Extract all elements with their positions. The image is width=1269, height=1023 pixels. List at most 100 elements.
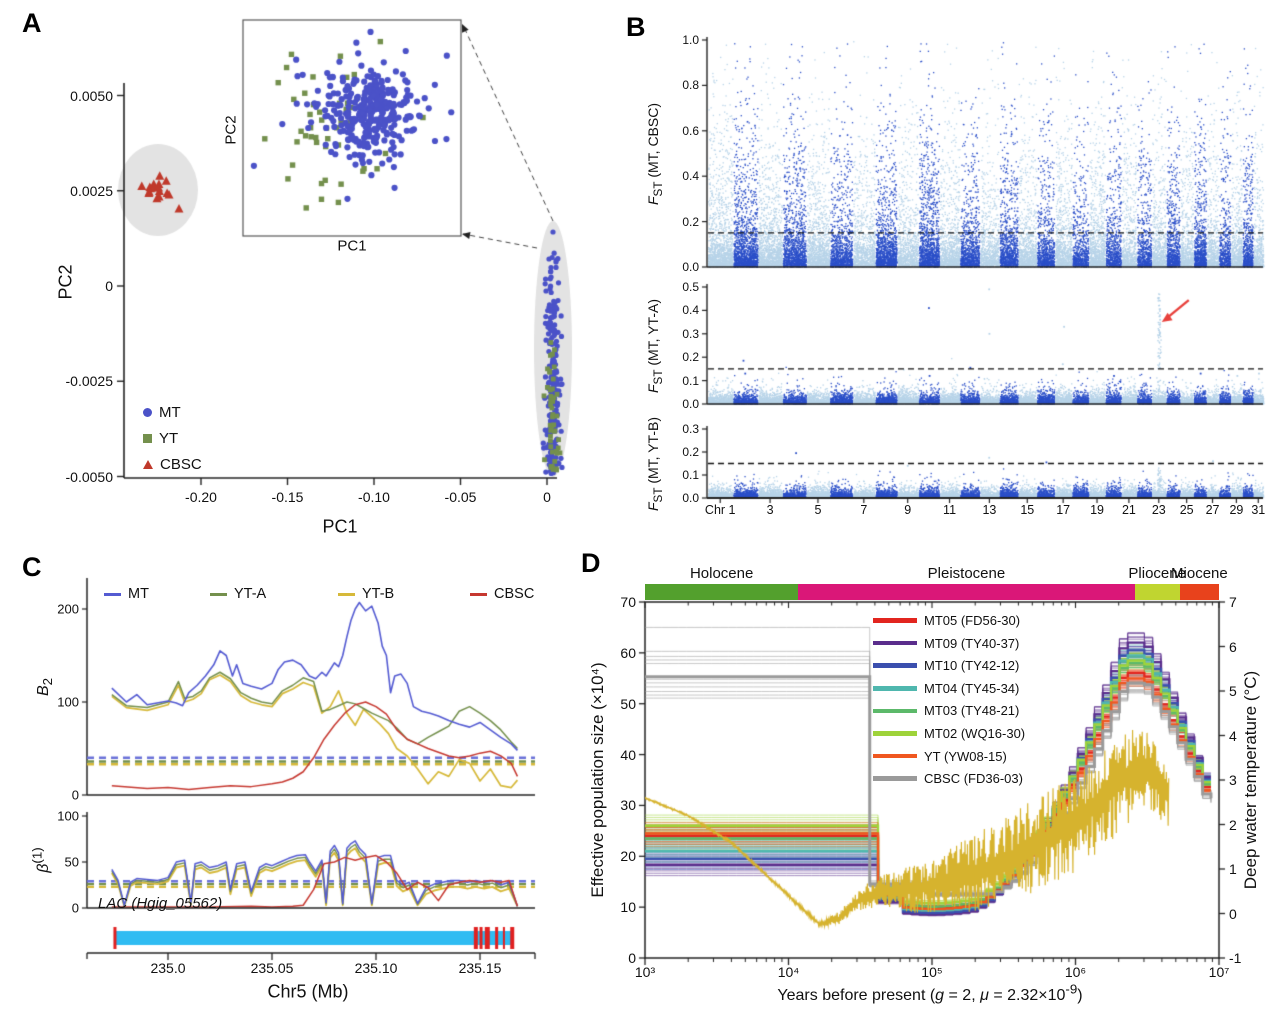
psmc-legend-label: MT02 (WQ16-30) — [924, 726, 1026, 741]
tick-label: -0.20 — [185, 489, 217, 505]
psmc-legend-item-4: MT04 (TY45-34) — [873, 681, 1019, 696]
tick-label: -0.10 — [358, 489, 390, 505]
tick-label: 9 — [904, 503, 912, 517]
tick-label: 40 — [620, 746, 636, 763]
tick-label: 0.8 — [682, 78, 699, 93]
b2-ylabel: B2 — [35, 677, 56, 696]
tick-label: 0.5 — [682, 280, 699, 294]
tick-label: 27 — [1205, 503, 1220, 517]
pca-legend-label: YT — [159, 430, 179, 447]
yt-marker-icon — [143, 434, 152, 443]
panel-label-d: D — [581, 548, 601, 578]
psmc-legend-label: MT10 (TY42-12) — [924, 658, 1020, 674]
pca-legend-item-cbsc: CBSC — [143, 456, 202, 473]
fst-ylabel-1: FST (MT, YT-A) — [645, 298, 665, 393]
psmc-legend-item-1: MT05 (FD56-30) — [873, 613, 1020, 628]
psmc-legend-item-3: MT10 (TY42-12) — [873, 658, 1019, 673]
tick-label: 15 — [1020, 503, 1035, 517]
epoch-segment-miocene — [1179, 584, 1219, 600]
epoch-label-pliocene: Pliocene — [1128, 565, 1186, 582]
epoch-segment-pliocene — [1134, 584, 1180, 600]
psmc-legend-label: MT04 (TY45-34) — [924, 680, 1020, 696]
tick-label: 3 — [1229, 772, 1237, 788]
tick-label: 60 — [620, 644, 636, 661]
tick-label: 200 — [57, 601, 79, 617]
tick-label: 4 — [1229, 727, 1237, 744]
tick-label: 1 — [1229, 861, 1237, 877]
tick-label: 31 — [1251, 503, 1266, 517]
pca-legend-label: CBSC — [160, 456, 202, 473]
deep-water-temperature-ylabel: Deep water temperature (°C) — [1241, 670, 1260, 890]
tick-label: 7 — [1229, 594, 1237, 610]
effective-population-size-ylabel: Effective population size (×10⁴) — [588, 662, 607, 898]
years-before-present-xlabel: Years before present (g = 2, μ = 2.32×10… — [777, 981, 1083, 1004]
tick-label: 0.3 — [682, 326, 699, 341]
line-swatch-icon — [338, 592, 355, 596]
scan-legend-label: MT — [128, 586, 149, 602]
tick-label: 50 — [64, 854, 79, 870]
pca-legend-item-yt: YT — [143, 430, 178, 447]
line-swatch-icon — [470, 592, 487, 596]
line-swatch-icon — [873, 708, 917, 714]
tick-label: 20 — [620, 848, 636, 865]
tick-label: -0.0050 — [65, 468, 113, 485]
scan-legend-item-mt: MT — [104, 586, 149, 602]
tick-label: 2 — [1229, 816, 1237, 833]
psmc-legend-label: MT09 (TY40-37) — [924, 635, 1020, 651]
tick-label: 0 — [71, 900, 79, 916]
line-swatch-icon — [873, 640, 917, 646]
tick-label: 3 — [766, 503, 774, 517]
pca-legend-label: MT — [159, 404, 181, 421]
tick-label: 0.4 — [682, 303, 699, 318]
line-swatch-icon — [210, 592, 227, 596]
epoch-label-miocene: Miocene — [1171, 565, 1228, 582]
scan-legend-label: CBSC — [494, 586, 535, 602]
tick-label: 23 — [1151, 503, 1166, 517]
psmc-legend-item-2: MT09 (TY40-37) — [873, 636, 1019, 651]
tick-label: 100 — [57, 808, 79, 824]
epoch-label-holocene: Holocene — [689, 565, 754, 582]
tick-label: 17 — [1056, 503, 1071, 517]
tick-label: 10⁴ — [777, 964, 800, 980]
tick-label: 21 — [1121, 503, 1136, 517]
scan-legend-item-yt-a: YT-A — [210, 586, 266, 602]
tick-label: 0 — [628, 950, 636, 966]
tick-label: 235.05 — [250, 960, 294, 976]
tick-label: 1.0 — [682, 33, 699, 47]
psmc-legend-item-6: MT02 (WQ16-30) — [873, 726, 1025, 741]
panel-label-c: C — [22, 552, 42, 582]
cbsc-marker-icon — [143, 460, 153, 469]
pca-xlabel: PC1 — [322, 516, 358, 537]
tick-label: 25 — [1179, 503, 1194, 517]
epoch-segment-holocene — [645, 584, 799, 600]
tick-label: -0.05 — [444, 489, 477, 505]
psmc-legend-label: MT05 (FD56-30) — [924, 613, 1021, 628]
tick-label: 10⁵ — [921, 964, 943, 980]
tick-label: 5 — [814, 503, 822, 517]
tick-label: 0.2 — [682, 214, 699, 229]
tick-label: 0.1 — [682, 373, 699, 388]
epoch-label-pleistocene: Pleistocene — [927, 565, 1006, 582]
tick-label: 0.0050 — [70, 87, 113, 104]
tick-label: 30 — [620, 797, 636, 814]
tick-label: 50 — [620, 695, 636, 712]
psmc-legend-item-7: YT (YW08-15) — [873, 749, 1007, 764]
tick-label: 6 — [1229, 638, 1237, 655]
tick-label: 235.10 — [354, 960, 398, 976]
line-swatch-icon — [873, 731, 917, 736]
pca-inset-xlabel: PC1 — [337, 237, 367, 255]
tick-label: 19 — [1090, 503, 1104, 517]
panel-label-b: B — [626, 12, 646, 42]
gene-label: LAC (Hgig_05562) — [98, 895, 223, 912]
tick-label: 0.2 — [682, 445, 699, 459]
tick-label: 10⁶ — [1064, 964, 1087, 980]
tick-label: 235.15 — [458, 960, 502, 976]
tick-label: 10⁷ — [1208, 964, 1230, 980]
tick-label: 0.3 — [682, 422, 699, 436]
tick-label: 29 — [1229, 503, 1244, 517]
tick-label: 100 — [57, 694, 79, 710]
geologic-epoch-bar: Holocene Pleistocene Pliocene Miocene — [645, 565, 1228, 600]
tick-label: 0.0 — [682, 491, 699, 505]
tick-label: 11 — [943, 503, 957, 517]
pca-legend-item-mt: MT — [143, 404, 181, 421]
